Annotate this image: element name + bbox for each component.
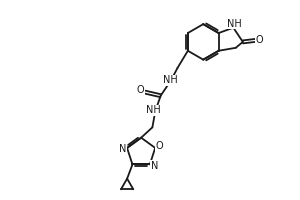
Text: O: O: [256, 35, 263, 45]
Text: NH: NH: [146, 105, 160, 115]
Text: NH: NH: [227, 19, 242, 29]
Text: O: O: [137, 85, 144, 95]
Text: O: O: [155, 141, 163, 151]
Text: N: N: [119, 144, 126, 154]
Text: NH: NH: [163, 75, 178, 85]
Text: N: N: [151, 161, 158, 171]
